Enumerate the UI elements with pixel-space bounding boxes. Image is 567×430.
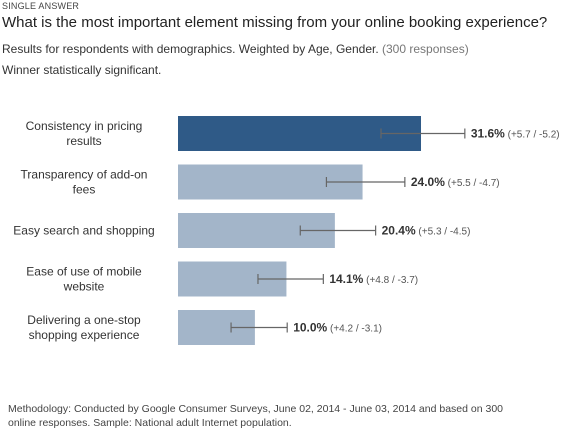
data-label-percent: 24.0% <box>411 175 445 189</box>
category-label: results <box>66 134 101 148</box>
data-label-percent: 14.1% <box>329 272 363 286</box>
category-label: shopping experience <box>29 328 140 342</box>
methodology-footer: Methodology: Conducted by Google Consume… <box>8 403 504 429</box>
data-label: 20.4% (+5.3 / -4.5) <box>382 224 471 238</box>
subtitle-main: Results for respondents with demographic… <box>2 42 379 56</box>
question-type-label: SINGLE ANSWER <box>2 1 80 11</box>
category-label: website <box>63 280 105 294</box>
category-label: fees <box>73 183 96 197</box>
data-label-percent: 20.4% <box>382 224 416 238</box>
data-label-interval: (+5.3 / -4.5) <box>416 227 471 238</box>
response-count: (300 responses) <box>382 42 469 56</box>
category-label: Transparency of add-on <box>21 168 148 182</box>
data-label: 10.0% (+4.2 / -3.1) <box>293 321 382 335</box>
category-label: Ease of use of mobile <box>26 265 142 279</box>
data-label-interval: (+4.8 / -3.7) <box>363 275 418 286</box>
data-label: 24.0% (+5.5 / -4.7) <box>411 175 500 189</box>
significance-note: Winner statistically significant. <box>2 63 162 77</box>
data-label-interval: (+5.5 / -4.7) <box>445 178 500 189</box>
question-title: What is the most important element missi… <box>2 14 548 31</box>
data-label-percent: 31.6% <box>471 127 505 141</box>
data-label: 31.6% (+5.7 / -5.2) <box>471 127 560 141</box>
data-label-interval: (+4.2 / -3.1) <box>327 324 382 335</box>
category-label: Consistency in pricing <box>26 119 143 133</box>
category-label: Delivering a one-stop <box>27 313 141 327</box>
data-label-percent: 10.0% <box>293 321 327 335</box>
data-label-interval: (+5.7 / -5.2) <box>505 130 560 141</box>
category-label: Easy search and shopping <box>13 224 154 238</box>
data-label: 14.1% (+4.8 / -3.7) <box>329 272 418 286</box>
results-subtitle: Results for respondents with demographic… <box>2 42 469 56</box>
